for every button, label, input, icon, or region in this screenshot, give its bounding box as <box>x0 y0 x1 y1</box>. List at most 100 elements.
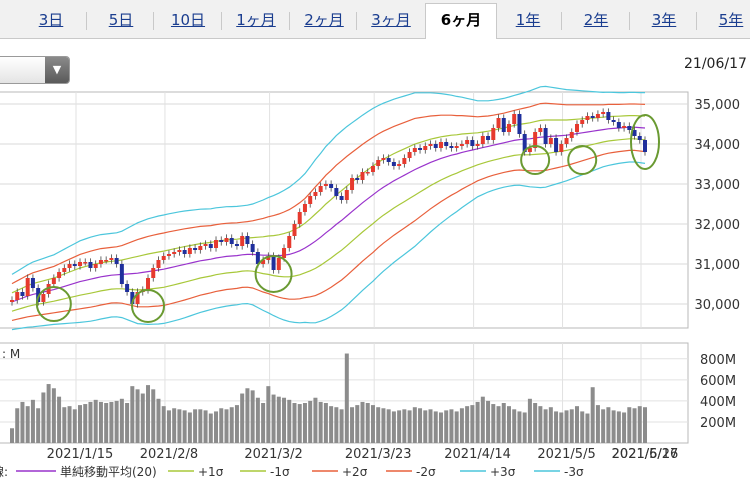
volume-bar <box>30 399 35 443</box>
volume-bar <box>559 412 564 443</box>
highlight-circle <box>630 114 660 170</box>
candle-up <box>156 260 161 268</box>
volume-bar <box>161 406 166 443</box>
tab-period-5[interactable]: 3ヶ月 <box>371 11 411 29</box>
x-tick-label: 2021/5/26 <box>612 447 679 462</box>
candle-down <box>355 178 360 180</box>
highlight-circle <box>520 145 551 175</box>
candle-up <box>261 260 266 264</box>
tab-period-4[interactable]: 2ヶ月 <box>304 11 344 29</box>
candle-up <box>595 114 600 118</box>
minus-2-sigma-line <box>11 149 646 321</box>
legend-label: -3σ <box>564 465 584 479</box>
candle-up <box>10 300 14 302</box>
candle-down <box>229 238 234 244</box>
candle-up <box>297 212 302 224</box>
volume-bar <box>480 396 485 443</box>
volume-bar <box>370 405 375 443</box>
sma20-line <box>11 126 646 303</box>
x-tick-label: 2021/6/17 <box>612 447 679 462</box>
candle-up <box>83 262 88 264</box>
candle-down <box>72 264 77 266</box>
tab-period-3[interactable]: 1ヶ月 <box>236 11 276 29</box>
volume-tick-label: 800M <box>700 353 736 368</box>
tab-period-2[interactable]: 10日 <box>170 11 206 29</box>
candle-up <box>15 292 20 300</box>
candle-up <box>412 148 417 152</box>
candle-down <box>130 292 135 304</box>
volume-bar <box>632 408 637 443</box>
candle-up <box>240 236 245 246</box>
volume-bar <box>376 407 381 443</box>
tab-period-0[interactable]: 3日 <box>38 11 64 29</box>
candle-up <box>214 240 219 248</box>
volume-bar <box>527 398 532 443</box>
candle-up <box>376 160 381 166</box>
x-tick-label: 2021/4/14 <box>444 447 511 462</box>
candle-down <box>391 162 396 166</box>
x-tick-label: 2021/3/2 <box>244 447 302 462</box>
volume-tick-label: 600M <box>700 374 736 389</box>
volume-bar <box>166 410 171 443</box>
candle-down <box>433 144 438 148</box>
volume-bar <box>554 411 559 443</box>
plus-3-sigma-line <box>11 85 645 275</box>
volume-bar <box>533 403 538 443</box>
volume-bar <box>486 400 491 443</box>
volume-bar <box>308 400 313 443</box>
chevron-down-icon[interactable]: ▼ <box>45 57 69 83</box>
volume-bar <box>407 410 412 443</box>
tab-period-6[interactable]: 6ヶ月 <box>425 3 497 39</box>
candle-up <box>548 138 553 144</box>
volume-bar <box>344 353 349 443</box>
tab-period-8[interactable]: 2年 <box>583 11 609 29</box>
candle-up <box>533 132 538 148</box>
tab-period-10[interactable]: 5年 <box>718 11 744 29</box>
volume-bar <box>313 397 318 443</box>
candle-down <box>329 184 334 188</box>
candle-up <box>172 252 177 254</box>
volume-bar <box>172 408 177 443</box>
candle-down <box>193 248 198 250</box>
tab-period-7[interactable]: 1年 <box>515 11 541 29</box>
volume-bar <box>234 405 239 443</box>
volume-bar <box>391 411 396 443</box>
candle-up <box>224 238 229 242</box>
candle-down <box>386 158 391 162</box>
x-tick-label: 2021/1/15 <box>47 447 114 462</box>
volume-bar <box>78 405 83 443</box>
volume-bar <box>334 407 339 443</box>
tab-separator <box>153 12 154 30</box>
volume-bar <box>266 386 271 443</box>
volume-bar <box>25 406 30 443</box>
volume-bar <box>323 403 328 443</box>
price-plot-frame <box>0 91 689 329</box>
volume-bar <box>229 407 234 443</box>
volume-bar <box>130 386 135 443</box>
chart-type-dropdown[interactable]: ▼ <box>0 56 70 84</box>
volume-bar <box>350 407 355 443</box>
price-tick-label: 33,000 <box>695 178 741 193</box>
tab-period-9[interactable]: 3年 <box>651 11 677 29</box>
volume-bar <box>627 407 632 443</box>
candle-up <box>454 146 459 148</box>
candle-up <box>559 144 564 152</box>
volume-bar <box>491 404 496 443</box>
volume-bar <box>381 408 386 443</box>
tab-period-1[interactable]: 5日 <box>108 11 134 29</box>
x-tick-label: 2021/5/5 <box>537 447 595 462</box>
volume-bar <box>62 407 67 443</box>
legend-label: +3σ <box>490 465 516 479</box>
volume-bar <box>57 396 62 443</box>
volume-bar <box>114 400 119 443</box>
candle-down <box>245 236 250 244</box>
volume-bar <box>240 393 245 443</box>
volume-bar <box>418 408 423 443</box>
volume-bar <box>224 409 229 443</box>
volume-bar <box>214 411 219 443</box>
candle-down <box>444 142 449 146</box>
candle-down <box>522 134 527 152</box>
candle-up <box>569 132 574 138</box>
volume-bar <box>255 397 260 443</box>
volume-bar <box>611 410 616 443</box>
